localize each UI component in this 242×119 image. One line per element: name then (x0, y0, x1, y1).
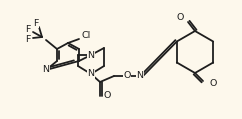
Text: O: O (177, 13, 184, 22)
Text: N: N (88, 69, 94, 79)
Text: O: O (209, 79, 216, 89)
Text: N: N (43, 65, 50, 74)
Text: N: N (136, 72, 144, 80)
Text: O: O (104, 92, 111, 101)
Text: F: F (33, 18, 39, 27)
Text: F: F (25, 25, 31, 35)
Text: N: N (88, 50, 94, 60)
Text: Cl: Cl (81, 30, 90, 40)
Text: O: O (123, 72, 131, 80)
Text: F: F (25, 35, 31, 45)
